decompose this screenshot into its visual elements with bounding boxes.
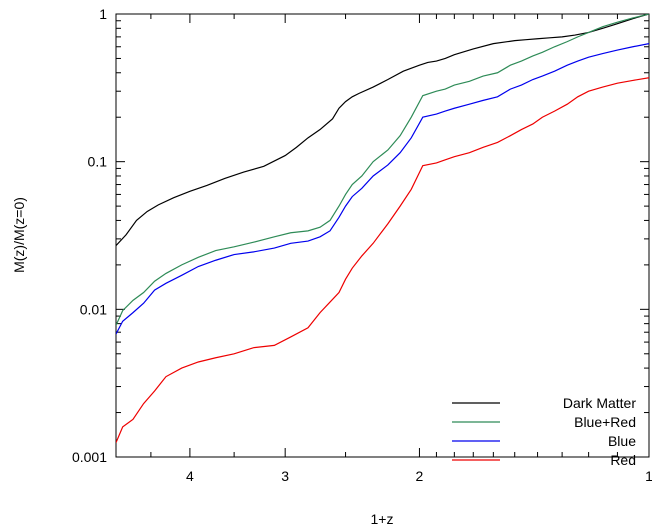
series-line-dark-matter <box>116 14 649 247</box>
x-tick-label: 4 <box>186 468 194 484</box>
legend-label: Dark Matter <box>563 395 636 411</box>
y-tick-label: 0.1 <box>88 154 108 170</box>
y-tick-label: 0.01 <box>80 301 107 317</box>
ticks-layer: 1 0.1 0.01 0.001 4 3 2 1 <box>72 6 652 484</box>
series-layer <box>116 14 649 443</box>
series-line-blue-red <box>116 14 649 326</box>
x-tick-label: 2 <box>416 468 424 484</box>
legend: Dark Matter Blue+Red Blue Red <box>452 395 636 468</box>
y-tick-label: 1 <box>99 6 107 22</box>
legend-label: Blue <box>608 433 636 449</box>
legend-label: Red <box>610 452 636 468</box>
x-axis-title: 1+z <box>371 511 394 527</box>
x-tick-label: 1 <box>645 468 652 484</box>
y-tick-label: 0.001 <box>72 449 107 465</box>
y-axis-title: M(z)/M(z=0) <box>11 197 27 273</box>
legend-label: Blue+Red <box>574 414 636 430</box>
series-line-blue <box>116 43 649 335</box>
plot-frame <box>115 13 650 458</box>
x-tick-label: 3 <box>281 468 289 484</box>
series-line-red <box>116 77 649 443</box>
